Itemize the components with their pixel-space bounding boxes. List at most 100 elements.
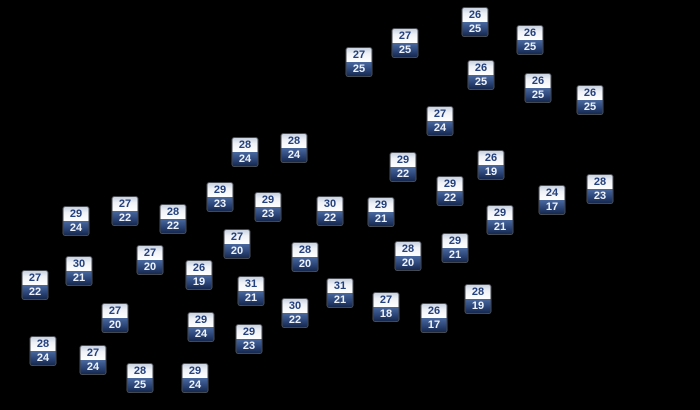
temperature-badge[interactable]: 30 21	[66, 257, 92, 285]
temperature-badge[interactable]: 27 18	[373, 293, 399, 321]
high-temperature-value: 29	[236, 325, 262, 339]
low-temperature-value: 20	[292, 257, 318, 271]
temperature-badge[interactable]: 26 25	[577, 86, 603, 114]
low-temperature-value: 21	[238, 291, 264, 305]
low-temperature-value: 24	[182, 378, 208, 392]
low-temperature-value: 25	[392, 43, 418, 57]
temperature-badge[interactable]: 26 25	[462, 8, 488, 36]
temperature-badge[interactable]: 28 25	[127, 364, 153, 392]
temperature-badge[interactable]: 26 17	[421, 304, 447, 332]
high-temperature-value: 26	[186, 261, 212, 275]
temperature-badge[interactable]: 26 25	[517, 26, 543, 54]
low-temperature-value: 23	[236, 339, 262, 353]
low-temperature-value: 25	[462, 22, 488, 36]
low-temperature-value: 25	[577, 100, 603, 114]
high-temperature-value: 27	[80, 346, 106, 360]
low-temperature-value: 17	[421, 318, 447, 332]
temperature-badge[interactable]: 29 24	[188, 313, 214, 341]
low-temperature-value: 24	[80, 360, 106, 374]
low-temperature-value: 20	[137, 260, 163, 274]
high-temperature-value: 27	[392, 29, 418, 43]
temperature-badge[interactable]: 27 20	[137, 246, 163, 274]
high-temperature-value: 26	[421, 304, 447, 318]
low-temperature-value: 24	[427, 121, 453, 135]
low-temperature-value: 17	[539, 200, 565, 214]
temperature-badge[interactable]: 29 21	[487, 206, 513, 234]
high-temperature-value: 28	[30, 337, 56, 351]
high-temperature-value: 27	[137, 246, 163, 260]
temperature-badge[interactable]: 27 25	[346, 48, 372, 76]
temperature-badge[interactable]: 31 21	[238, 277, 264, 305]
temperature-badge[interactable]: 27 25	[392, 29, 418, 57]
temperature-badge[interactable]: 28 19	[465, 285, 491, 313]
temperature-badge[interactable]: 29 22	[390, 153, 416, 181]
temperature-badge[interactable]: 30 22	[317, 197, 343, 225]
low-temperature-value: 20	[395, 256, 421, 270]
temperature-badge[interactable]: 24 17	[539, 186, 565, 214]
temperature-badge[interactable]: 28 22	[160, 205, 186, 233]
high-temperature-value: 29	[182, 364, 208, 378]
temperature-badge[interactable]: 28 24	[30, 337, 56, 365]
low-temperature-value: 25	[468, 75, 494, 89]
temperature-badge[interactable]: 28 20	[292, 243, 318, 271]
low-temperature-value: 24	[30, 351, 56, 365]
high-temperature-value: 26	[462, 8, 488, 22]
temperature-badge[interactable]: 26 25	[525, 74, 551, 102]
high-temperature-value: 31	[327, 279, 353, 293]
low-temperature-value: 25	[346, 62, 372, 76]
temperature-badge[interactable]: 27 20	[102, 304, 128, 332]
high-temperature-value: 28	[281, 134, 307, 148]
temperature-badge[interactable]: 26 19	[186, 261, 212, 289]
low-temperature-value: 21	[368, 212, 394, 226]
temperature-badge[interactable]: 29 22	[437, 177, 463, 205]
temperature-badge[interactable]: 27 24	[80, 346, 106, 374]
low-temperature-value: 24	[63, 221, 89, 235]
temperature-badge[interactable]: 31 21	[327, 279, 353, 307]
high-temperature-value: 24	[539, 186, 565, 200]
high-temperature-value: 29	[188, 313, 214, 327]
temperature-badge[interactable]: 27 22	[22, 271, 48, 299]
temperature-badge[interactable]: 26 19	[478, 151, 504, 179]
temperature-badge[interactable]: 29 23	[207, 183, 233, 211]
temperature-badge[interactable]: 27 24	[427, 107, 453, 135]
low-temperature-value: 22	[317, 211, 343, 225]
low-temperature-value: 23	[255, 207, 281, 221]
high-temperature-value: 29	[442, 234, 468, 248]
high-temperature-value: 28	[232, 138, 258, 152]
high-temperature-value: 27	[22, 271, 48, 285]
low-temperature-value: 22	[437, 191, 463, 205]
temperature-badge[interactable]: 28 24	[281, 134, 307, 162]
high-temperature-value: 26	[478, 151, 504, 165]
temperature-badge[interactable]: 29 21	[442, 234, 468, 262]
temperature-badge[interactable]: 29 21	[368, 198, 394, 226]
low-temperature-value: 18	[373, 307, 399, 321]
temperature-badge[interactable]: 27 20	[224, 230, 250, 258]
low-temperature-value: 21	[66, 271, 92, 285]
temperature-badge[interactable]: 29 23	[255, 193, 281, 221]
high-temperature-value: 31	[238, 277, 264, 291]
low-temperature-value: 23	[587, 189, 613, 203]
high-temperature-value: 29	[255, 193, 281, 207]
high-temperature-value: 27	[112, 197, 138, 211]
low-temperature-value: 25	[525, 88, 551, 102]
temperature-badge[interactable]: 29 24	[182, 364, 208, 392]
high-temperature-value: 28	[587, 175, 613, 189]
high-temperature-value: 28	[465, 285, 491, 299]
high-temperature-value: 26	[577, 86, 603, 100]
temperature-badge[interactable]: 27 22	[112, 197, 138, 225]
temperature-badge[interactable]: 29 23	[236, 325, 262, 353]
temperature-badge[interactable]: 26 25	[468, 61, 494, 89]
low-temperature-value: 24	[232, 152, 258, 166]
temperature-badge[interactable]: 28 23	[587, 175, 613, 203]
temperature-badge[interactable]: 30 22	[282, 299, 308, 327]
high-temperature-value: 30	[317, 197, 343, 211]
high-temperature-value: 30	[282, 299, 308, 313]
high-temperature-value: 28	[160, 205, 186, 219]
temperature-badge[interactable]: 28 24	[232, 138, 258, 166]
high-temperature-value: 29	[390, 153, 416, 167]
low-temperature-value: 25	[517, 40, 543, 54]
high-temperature-value: 28	[127, 364, 153, 378]
temperature-badge[interactable]: 28 20	[395, 242, 421, 270]
temperature-badge[interactable]: 29 24	[63, 207, 89, 235]
